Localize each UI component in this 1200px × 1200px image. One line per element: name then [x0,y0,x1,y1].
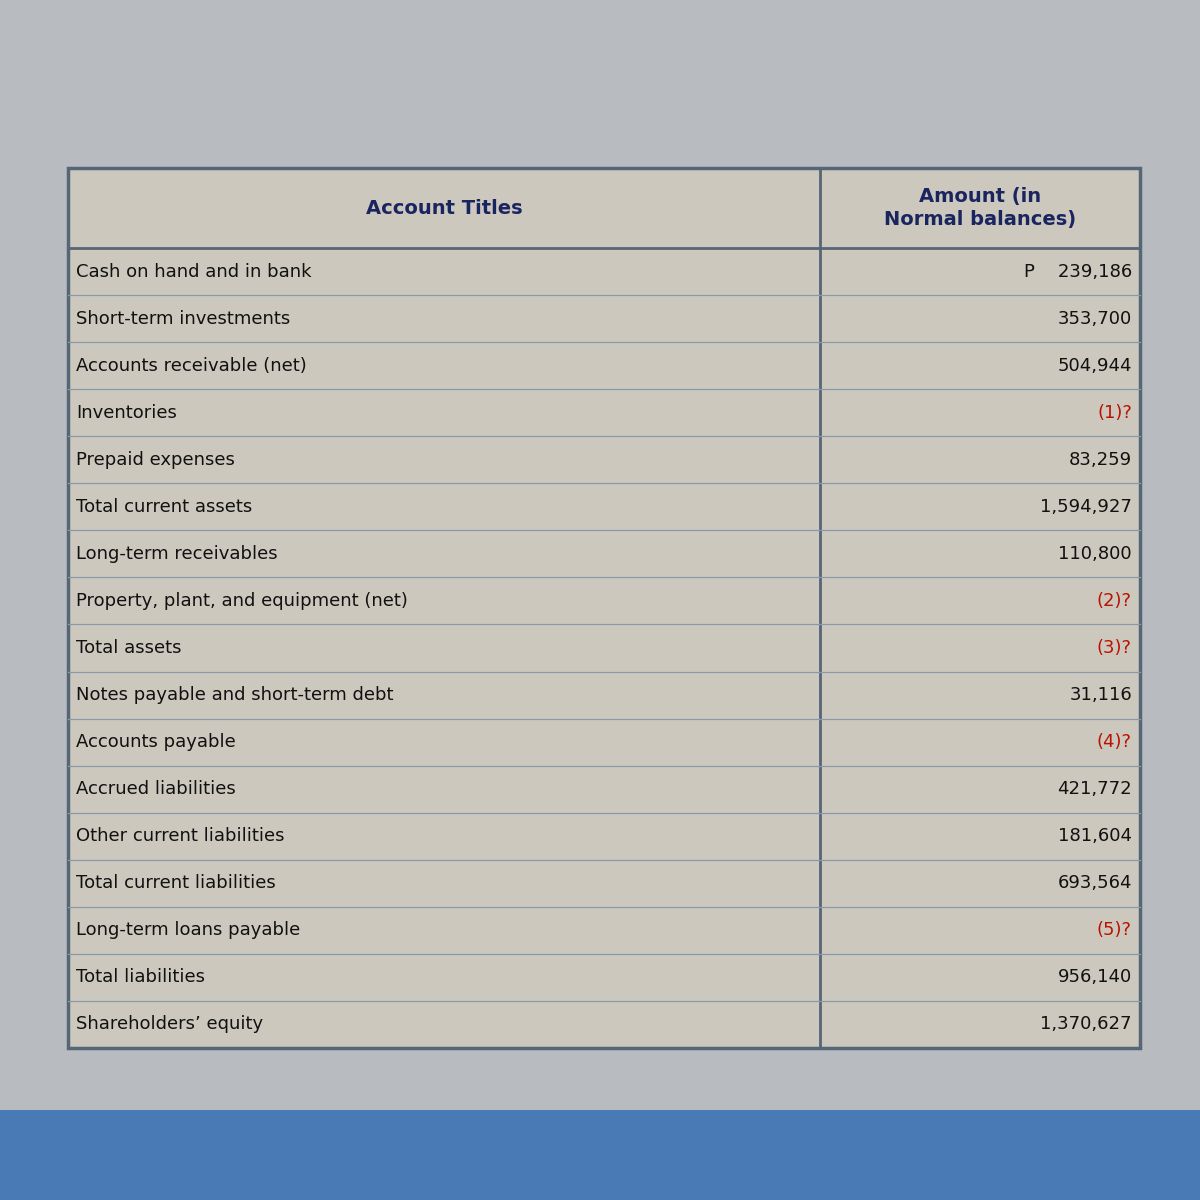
Text: Account Titles: Account Titles [366,198,522,217]
Text: (2)?: (2)? [1097,592,1132,610]
Text: 693,564: 693,564 [1057,875,1132,893]
Text: (3)?: (3)? [1097,638,1132,658]
Text: Accrued liabilities: Accrued liabilities [76,780,235,798]
Text: 1,594,927: 1,594,927 [1040,498,1132,516]
Text: Accounts receivable (net): Accounts receivable (net) [76,356,307,374]
Text: Amount (in
Normal balances): Amount (in Normal balances) [884,187,1076,229]
Text: Short-term investments: Short-term investments [76,310,290,328]
Text: 353,700: 353,700 [1057,310,1132,328]
Text: P    239,186: P 239,186 [1024,263,1132,281]
Text: Long-term receivables: Long-term receivables [76,545,277,563]
Text: 1,370,627: 1,370,627 [1040,1015,1132,1033]
Text: 31,116: 31,116 [1069,686,1132,704]
Text: 110,800: 110,800 [1058,545,1132,563]
Text: (5)?: (5)? [1097,922,1132,940]
Text: Prepaid expenses: Prepaid expenses [76,451,235,469]
Text: 956,140: 956,140 [1057,968,1132,986]
Text: Shareholders’ equity: Shareholders’ equity [76,1015,263,1033]
Text: Property, plant, and equipment (net): Property, plant, and equipment (net) [76,592,408,610]
Text: Total current assets: Total current assets [76,498,252,516]
Text: Other current liabilities: Other current liabilities [76,827,284,845]
Text: 83,259: 83,259 [1069,451,1132,469]
Text: 181,604: 181,604 [1058,827,1132,845]
Text: 504,944: 504,944 [1057,356,1132,374]
Bar [68,168,1140,1048]
Text: 421,772: 421,772 [1057,780,1132,798]
Text: Total current liabilities: Total current liabilities [76,875,276,893]
Text: (4)?: (4)? [1097,733,1132,751]
Text: Long-term loans payable: Long-term loans payable [76,922,300,940]
Bar [0,1110,1200,1200]
Text: Cash on hand and in bank: Cash on hand and in bank [76,263,312,281]
Bar [68,168,1140,1048]
Text: Notes payable and short-term debt: Notes payable and short-term debt [76,686,394,704]
Text: Total liabilities: Total liabilities [76,968,205,986]
Text: (1)?: (1)? [1097,403,1132,421]
Text: Total assets: Total assets [76,638,181,658]
Text: Inventories: Inventories [76,403,176,421]
Text: Accounts payable: Accounts payable [76,733,235,751]
